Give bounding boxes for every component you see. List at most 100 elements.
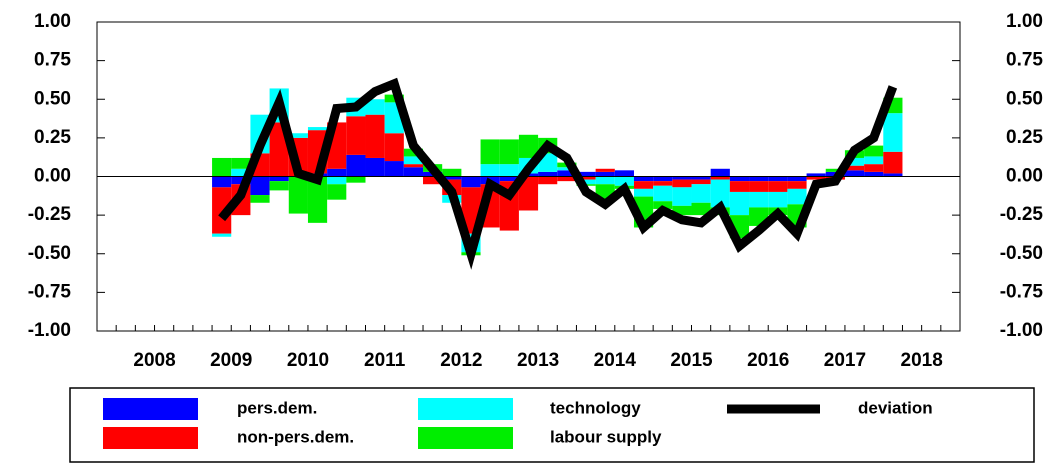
bar-segment [710, 168, 730, 177]
bar-segment [883, 173, 903, 177]
x-tick-label: 2011 [364, 350, 406, 371]
bar-segment [691, 202, 711, 216]
bar-segment [883, 113, 903, 152]
bar-segment [212, 157, 232, 177]
bar-segment [403, 156, 424, 165]
y2-tick-label: -0.25 [1000, 204, 1044, 225]
x-tick-label: 2017 [824, 350, 866, 371]
x-tick-label: 2013 [517, 350, 559, 371]
bar-segment [442, 176, 462, 180]
bar-segment [825, 168, 845, 172]
bar-segment [576, 179, 596, 185]
bar-segment [672, 205, 692, 216]
y-tick-label: 0.25 [34, 127, 71, 148]
legend-swatch [418, 427, 513, 449]
bar-segment [557, 170, 577, 177]
bar-segment [653, 176, 673, 182]
bar-segment [288, 133, 308, 138]
legend-label: labour supply [550, 427, 662, 446]
bar-segment [557, 167, 577, 171]
bar-segment [212, 176, 232, 188]
bar-segment [538, 171, 558, 177]
y-tick-label: 1.00 [34, 11, 71, 32]
bar-segment [365, 99, 385, 115]
bar-segment [595, 176, 615, 185]
bar-segment [729, 191, 750, 216]
x-tick-label: 2012 [440, 350, 482, 371]
bar-segment [346, 154, 366, 177]
legend-swatch [103, 427, 198, 449]
legend-swatch [418, 398, 513, 420]
x-tick-label: 2014 [594, 350, 637, 371]
bar-segment [710, 176, 730, 180]
y-tick-label: 0.75 [34, 50, 71, 71]
x-tick-label: 2016 [747, 350, 789, 371]
bar-segment [653, 181, 673, 186]
bar-segment [672, 179, 692, 188]
bar-segment [250, 195, 270, 203]
bar-segment [403, 164, 424, 168]
bar-segment [595, 171, 615, 177]
bar-segment [576, 171, 596, 177]
bar-segment [691, 176, 711, 180]
bar-segment [518, 134, 539, 158]
bar-segment [307, 127, 328, 131]
bar-segment [864, 145, 884, 157]
bar-segment [499, 176, 519, 182]
bar-segment [672, 176, 692, 180]
bar-segment [288, 176, 308, 214]
bar-segment [633, 181, 654, 189]
bar-segment [864, 156, 884, 165]
bar-segment [749, 181, 769, 192]
bar-segment [729, 176, 750, 182]
bar-segment [614, 170, 634, 177]
y2-tick-label: 0.00 [1006, 166, 1043, 187]
y-tick-label: -0.75 [28, 281, 72, 302]
bar-segment [269, 176, 289, 182]
x-tick-label: 2015 [670, 350, 713, 371]
y2-tick-label: 1.00 [1006, 11, 1043, 32]
bar-segment [346, 176, 366, 183]
bar-segment [403, 167, 424, 177]
bar-segment [806, 176, 826, 180]
bar-segment [710, 179, 730, 208]
y2-tick-label: 0.75 [1006, 50, 1043, 71]
legend-box [69, 387, 1035, 463]
bar-segment [327, 184, 347, 200]
bar-segment [691, 179, 711, 185]
bar-segment [327, 168, 347, 177]
bar-segment [442, 168, 462, 177]
bar-segment [327, 176, 347, 185]
x-tick-label: 2010 [287, 350, 329, 371]
bar-segment [844, 157, 865, 166]
bar-segment [633, 176, 654, 182]
bar-segment [269, 181, 289, 191]
bar-segment [384, 161, 404, 177]
legend-label: pers.dem. [237, 398, 317, 417]
bar-segment [768, 191, 788, 208]
bar-segment [672, 187, 692, 206]
y-tick-label: 0.50 [34, 88, 71, 109]
bar-segment [384, 133, 404, 162]
bar-segment [538, 176, 558, 185]
bar-segment [480, 164, 500, 177]
bar-segment [499, 139, 519, 165]
y-tick-label: 0.00 [34, 166, 71, 187]
bar-segment [787, 181, 807, 189]
bar-segment [691, 184, 711, 203]
legend-swatch [103, 398, 198, 420]
bar-segment [749, 191, 769, 208]
y-tick-label: -1.00 [28, 320, 71, 341]
bar-segment [212, 233, 232, 237]
bar-segment [787, 176, 807, 182]
bar-segment [231, 157, 251, 169]
x-tick-label: 2009 [210, 350, 252, 371]
bar-segment [864, 164, 884, 172]
y2-tick-label: 0.25 [1006, 127, 1043, 148]
bar-segment [614, 176, 634, 186]
bar-segment [518, 176, 539, 211]
bar-segment [461, 176, 481, 188]
y-tick-label: -0.25 [28, 204, 72, 225]
bar-segment [480, 139, 500, 165]
